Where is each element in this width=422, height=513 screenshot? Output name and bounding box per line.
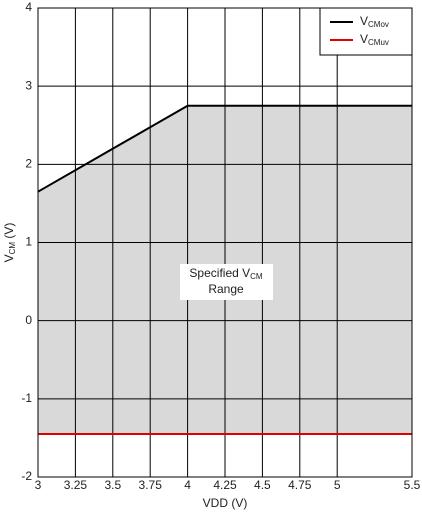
plot-frame	[37, 7, 413, 478]
x-tick-label: 3.75	[139, 478, 163, 492]
x-tick-label: 5	[334, 478, 341, 492]
x-axis-label: VDD (V)	[203, 496, 248, 510]
annotation: Specified VCM	[189, 266, 262, 281]
x-tick-label: 4.5	[254, 478, 271, 492]
legend-label: VCMuv	[360, 32, 389, 47]
y-axis-label: VCM (V)	[2, 223, 17, 263]
y-tick-label: 4	[25, 0, 32, 14]
series-line	[37, 104, 412, 193]
x-tick-label: 3.25	[64, 478, 88, 492]
x-tick-label: 4.75	[288, 478, 312, 492]
legend-label: VCMov	[360, 14, 389, 29]
x-tick-label: 5.5	[404, 478, 421, 492]
x-tick-label: 3	[35, 478, 42, 492]
y-tick-label: 3	[25, 78, 32, 92]
y-tick-label: 2	[25, 157, 32, 171]
y-tick-label: -2	[21, 469, 32, 483]
y-tick-label: -1	[21, 391, 32, 405]
x-tick-label: 4.25	[213, 478, 237, 492]
annotation-box	[180, 264, 273, 300]
x-tick-label: 4	[184, 478, 191, 492]
y-tick-label: 1	[25, 235, 32, 249]
y-tick-label: 0	[25, 313, 32, 327]
annotation: Range	[208, 282, 244, 296]
legend: VCMov VCMuv	[319, 7, 413, 56]
legend-box	[319, 7, 413, 56]
x-tick-label: 3.5	[104, 478, 121, 492]
